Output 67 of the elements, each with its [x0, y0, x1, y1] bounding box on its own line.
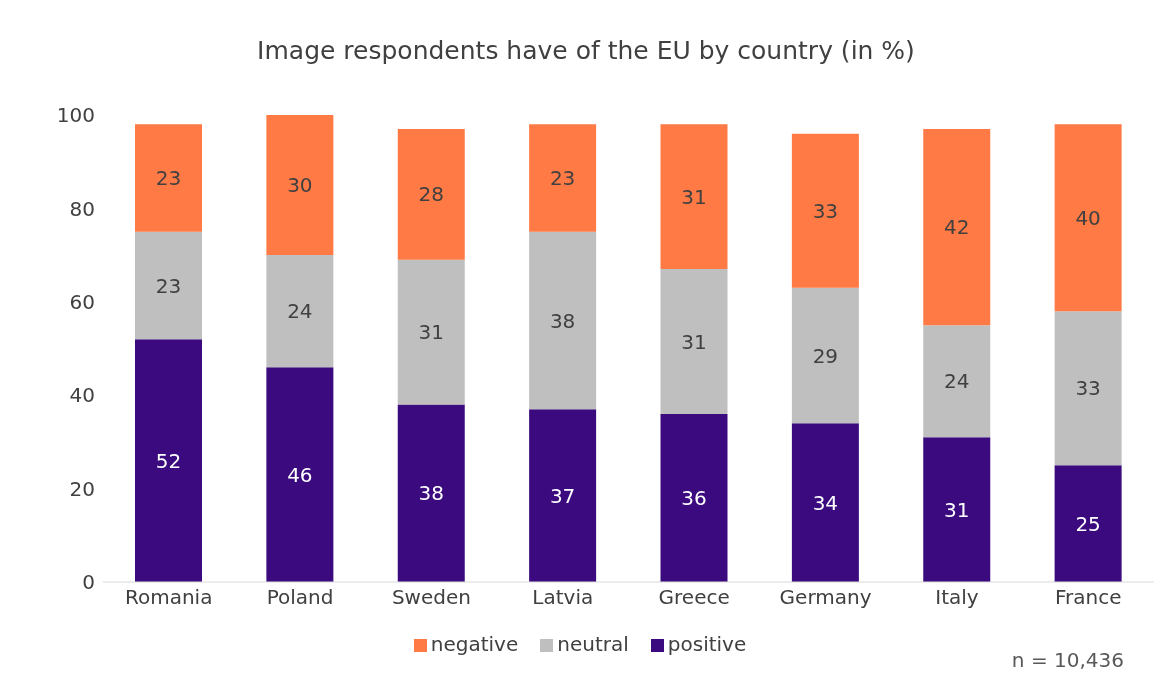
data-label: 33 [1075, 376, 1101, 401]
data-label: 30 [287, 173, 313, 198]
bar [660, 413, 728, 582]
data-label: 23 [549, 166, 576, 191]
data-label: 24 [287, 299, 313, 324]
x-tick-label: Poland [266, 585, 334, 610]
data-label: 25 [1075, 511, 1101, 536]
bar [660, 124, 728, 270]
data-label: 23 [155, 273, 182, 298]
y-tick-label: 40 [69, 383, 95, 408]
text: n = 10,436 [1011, 648, 1124, 672]
bar [660, 269, 728, 414]
bar [266, 115, 334, 256]
bar [791, 133, 859, 288]
x-tick-label: Italy [935, 585, 979, 610]
y-tick-label: 80 [69, 196, 95, 221]
y-tick-label: 60 [69, 289, 95, 314]
data-label: 34 [812, 490, 839, 515]
data-label: 28 [418, 182, 444, 207]
data-label: 40 [1075, 205, 1101, 230]
x-tick-label: France [1055, 585, 1122, 610]
chart-title: Image respondents have of the EU by country (in %) [256, 36, 916, 65]
data-label: 38 [418, 481, 444, 506]
x-tick-label: Germany [779, 585, 872, 610]
legend-label: positive [667, 632, 747, 656]
bar [1054, 311, 1122, 466]
bar [266, 367, 334, 582]
data-label: 42 [944, 215, 970, 240]
data-label: 29 [812, 343, 839, 368]
data-label: 31 [681, 184, 707, 209]
x-tick-label: Greece [658, 585, 730, 610]
bar [135, 231, 202, 340]
data-label: 46 [287, 462, 313, 487]
data-label: 31 [418, 320, 444, 345]
bar [1054, 124, 1122, 312]
data-label: 33 [812, 198, 839, 223]
bar [135, 339, 202, 582]
bar [397, 404, 465, 582]
bar [397, 259, 465, 405]
data-label: 52 [155, 448, 182, 473]
bar [791, 423, 859, 582]
x-tick-label: Romania [124, 585, 213, 610]
y-tick-label: 20 [69, 476, 95, 501]
legend-label: negative [430, 632, 519, 656]
bar [1054, 465, 1122, 582]
bar [266, 255, 334, 368]
bar [135, 124, 202, 232]
x-tick-label: Sweden [391, 585, 471, 610]
data-label: 36 [681, 486, 707, 511]
bar [529, 409, 597, 582]
bar [791, 287, 859, 424]
bar [529, 231, 597, 410]
bar [923, 325, 991, 438]
x-tick-label: Latvia [532, 585, 594, 610]
y-tick-label: 100 [56, 103, 95, 128]
data-label: 31 [944, 497, 970, 522]
data-label: 23 [155, 166, 182, 191]
y-tick-label: 0 [82, 570, 95, 595]
bar [923, 437, 991, 582]
bar [923, 129, 991, 326]
data-label: 31 [681, 329, 707, 354]
data-label: 38 [549, 308, 576, 333]
bar [529, 124, 597, 232]
bar [397, 129, 465, 260]
data-label: 37 [549, 483, 576, 508]
legend-label: neutral [557, 632, 629, 656]
data-label: 24 [944, 369, 970, 394]
